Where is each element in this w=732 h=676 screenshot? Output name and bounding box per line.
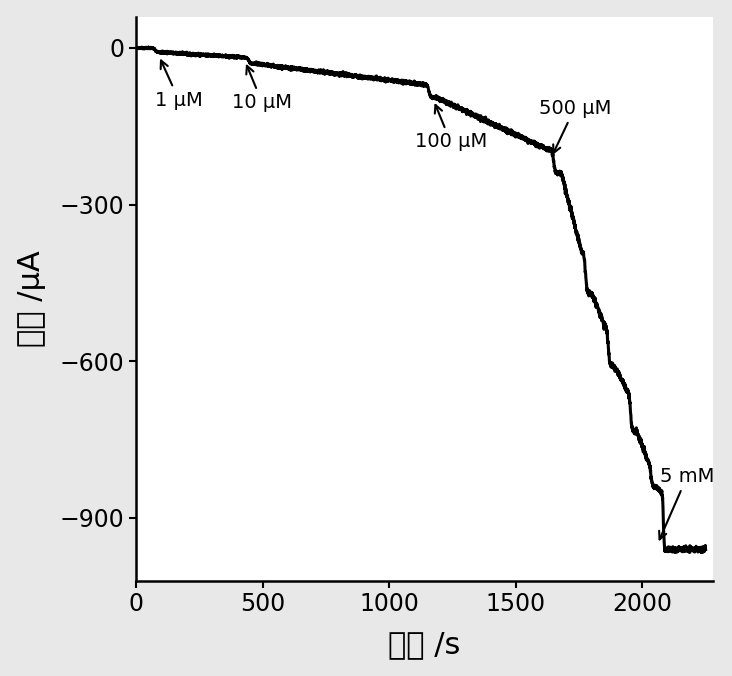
Text: 1 μM: 1 μM [155,60,203,110]
Y-axis label: 电流 /μA: 电流 /μA [17,250,45,347]
Text: 100 μM: 100 μM [414,105,487,151]
Text: 10 μM: 10 μM [232,66,292,112]
Text: 500 μM: 500 μM [539,99,611,153]
X-axis label: 时间 /s: 时间 /s [389,630,461,659]
Text: 5 mM: 5 mM [659,466,714,539]
